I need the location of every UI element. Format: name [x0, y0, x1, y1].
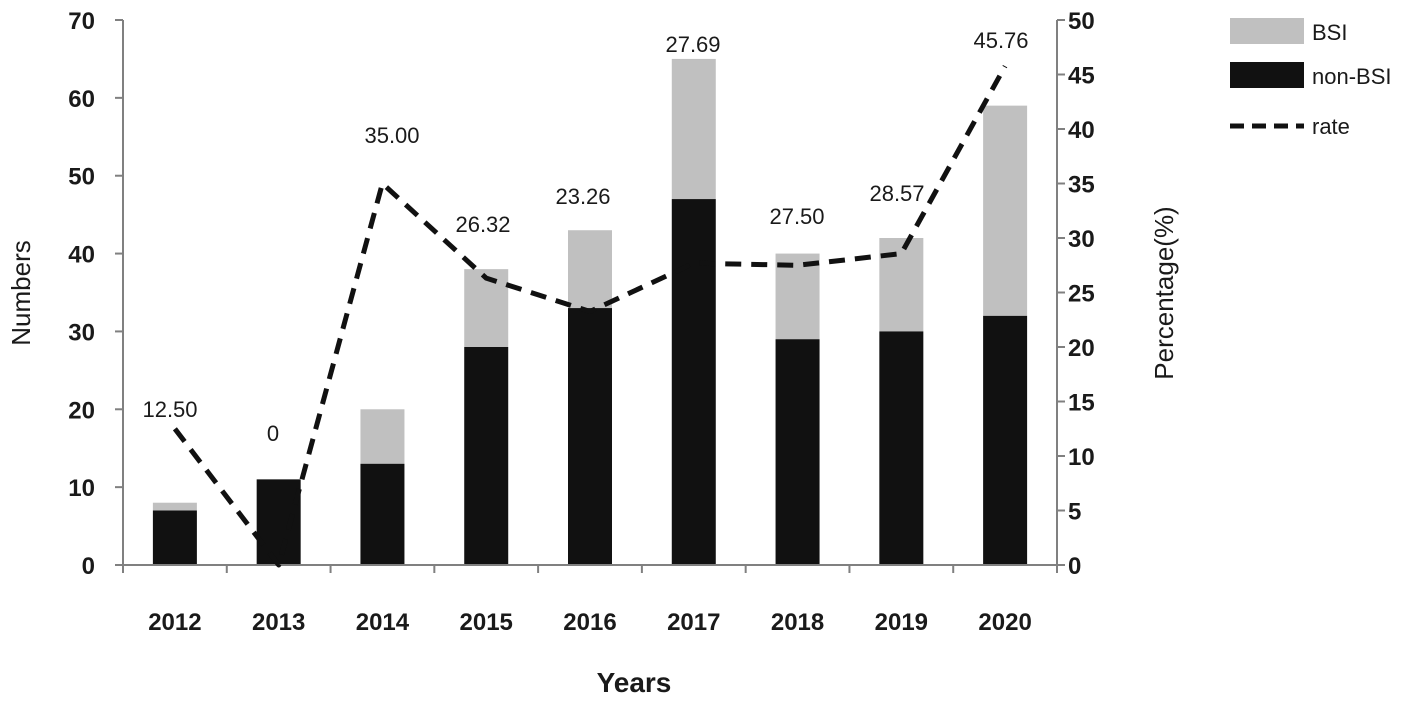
- y-tick-label-60: 60: [68, 86, 95, 113]
- y-tick-label-20: 20: [68, 397, 95, 424]
- legend: BSI non-BSI rate: [1230, 18, 1392, 139]
- y2-tick-label-50: 50: [1068, 8, 1095, 35]
- bar-non-bsi-2019: [879, 331, 924, 565]
- data-label-2013: 0: [267, 421, 279, 446]
- data-label-2016: 23.26: [555, 184, 610, 209]
- rate-line: [172, 64, 1008, 568]
- data-label-2017: 27.69: [665, 32, 720, 57]
- y2-axis-title: Percentage(%): [1149, 206, 1179, 379]
- x-tick-label-2013: 2013: [252, 609, 305, 636]
- legend-label-non-bsi: non-BSI: [1312, 64, 1392, 89]
- bar-bsi-2019: [879, 238, 924, 332]
- x-tick-label-2015: 2015: [460, 609, 513, 636]
- bar-bsi-2020: [983, 105, 1028, 316]
- x-tick-label-2019: 2019: [875, 609, 928, 636]
- x-tick-label-2014: 2014: [356, 609, 410, 636]
- y2-tick-label-40: 40: [1068, 117, 1095, 144]
- data-label-2018: 27.50: [769, 204, 824, 229]
- bar-non-bsi-2017: [671, 199, 716, 566]
- bar-non-bsi-2020: [983, 315, 1028, 565]
- bar-bsi-2018: [775, 253, 820, 340]
- x-tick-label-2017: 2017: [667, 609, 720, 636]
- y2-tick-label-5: 5: [1068, 499, 1081, 526]
- data-label-2019: 28.57: [869, 181, 924, 206]
- data-label-2015: 26.32: [455, 212, 510, 237]
- bar-bsi-2014: [360, 409, 405, 464]
- y-axis-title: Numbers: [6, 240, 36, 345]
- y-tick-label-70: 70: [68, 8, 95, 35]
- bar-non-bsi-2015: [464, 347, 509, 565]
- y2-tick-label-0: 0: [1068, 553, 1081, 580]
- y-tick-label-10: 10: [68, 475, 95, 502]
- y2-tick-label-25: 25: [1068, 281, 1095, 308]
- bar-bsi-2016: [568, 230, 612, 309]
- bar-non-bsi-2018: [775, 339, 820, 565]
- y-tick-label-50: 50: [68, 164, 95, 191]
- bar-non-bsi-2016: [568, 308, 612, 565]
- legend-label-rate: rate: [1312, 114, 1350, 139]
- y2-tick-label-20: 20: [1068, 335, 1095, 362]
- x-axis-title: Years: [597, 667, 672, 698]
- y-tick-label-0: 0: [82, 553, 95, 580]
- y-tick-label-30: 30: [68, 319, 95, 346]
- y-tick-label-40: 40: [68, 242, 95, 269]
- legend-swatch-bsi: [1230, 18, 1304, 44]
- data-labels-layer: 12.50 0 35.00 26.32 23.26 27.69 27.50 28.57 45.7…: [142, 28, 1028, 446]
- x-tick-label-2016: 2016: [563, 609, 616, 636]
- rate-line-layer: [172, 64, 1008, 568]
- bar-non-bsi-2014: [360, 463, 405, 565]
- x-tick-label-2018: 2018: [771, 609, 824, 636]
- bar-bsi-2015: [464, 269, 509, 347]
- y2-tick-label-35: 35: [1068, 172, 1095, 199]
- bar-non-bsi-2012: [152, 510, 197, 565]
- data-label-2020: 45.76: [973, 28, 1028, 53]
- bars-layer: [152, 58, 1028, 566]
- y2-tick-label-15: 15: [1068, 390, 1095, 417]
- data-label-2012: 12.50: [142, 397, 197, 422]
- bar-bsi-2017: [671, 58, 716, 200]
- bar-non-bsi-2013: [256, 479, 301, 565]
- data-label-2014: 35.00: [364, 123, 419, 148]
- x-tick-label-2012: 2012: [148, 609, 201, 636]
- legend-label-bsi: BSI: [1312, 20, 1347, 45]
- y2-tick-label-10: 10: [1068, 444, 1095, 471]
- y2-tick-label-45: 45: [1068, 63, 1095, 90]
- legend-swatch-non-bsi: [1230, 62, 1304, 88]
- x-tick-label-2020: 2020: [978, 609, 1031, 636]
- bar-bsi-2012: [152, 502, 197, 511]
- y2-tick-label-30: 30: [1068, 226, 1095, 253]
